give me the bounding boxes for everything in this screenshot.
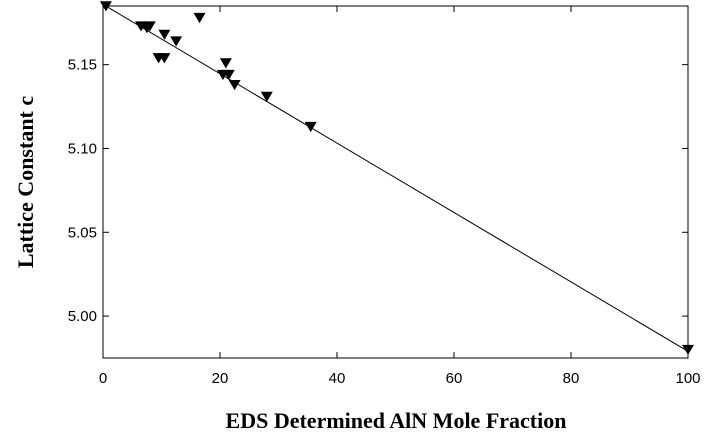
fit-line <box>102 3 689 352</box>
x-tick-label: 40 <box>329 370 346 387</box>
x-axis-title: EDS Determined AlN Mole Fraction <box>226 408 567 433</box>
data-point <box>158 53 171 64</box>
data-point <box>304 121 317 133</box>
x-tick-label: 20 <box>212 370 229 387</box>
data-point <box>158 29 171 40</box>
data-point <box>260 91 273 102</box>
x-tick-label: 60 <box>446 370 463 387</box>
x-axis-ticks: 0 20 40 60 80 100 <box>99 6 701 387</box>
x-tick-label: 0 <box>99 370 107 387</box>
y-tick-label: 5.05 <box>68 224 97 241</box>
data-point <box>99 1 112 12</box>
x-tick-label: 100 <box>675 370 700 387</box>
y-axis-ticks: 5.00 5.05 5.10 5.15 <box>68 57 688 325</box>
data-point <box>222 69 235 81</box>
data-point <box>193 12 206 24</box>
y-tick-label: 5.15 <box>68 57 97 74</box>
data-point <box>219 58 232 69</box>
fit-line-group <box>102 3 689 352</box>
data-point <box>682 344 694 356</box>
data-points <box>99 1 694 356</box>
y-tick-label: 5.00 <box>68 308 97 325</box>
y-axis-title: Lattice Constant c <box>13 96 38 269</box>
data-point <box>170 36 183 47</box>
data-point <box>228 79 241 91</box>
x-tick-label: 80 <box>563 370 580 387</box>
y-tick-label: 5.10 <box>68 140 97 157</box>
data-point <box>143 21 156 32</box>
plot-frame <box>102 5 689 359</box>
